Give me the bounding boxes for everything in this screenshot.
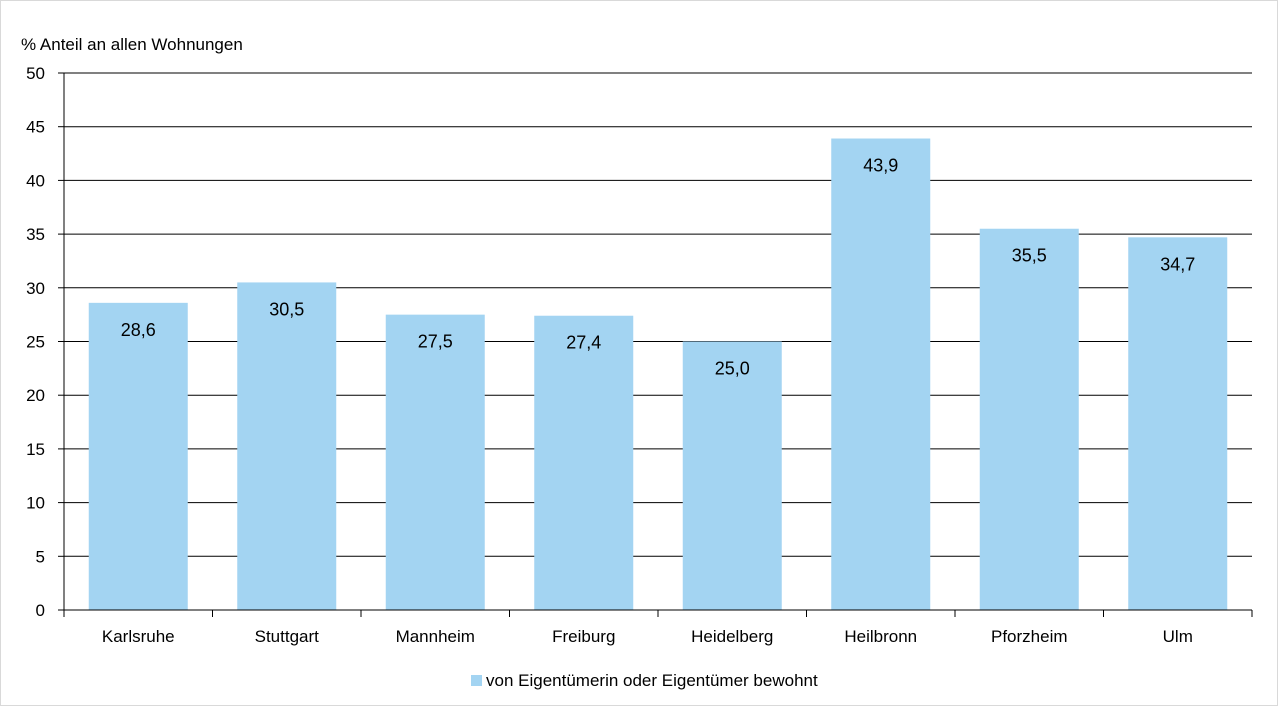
bar: [237, 282, 337, 610]
y-tick-label: 15: [26, 440, 45, 459]
bar: [385, 314, 485, 610]
x-tick-label: Stuttgart: [255, 627, 320, 646]
bar: [831, 138, 931, 610]
bars: [88, 138, 1228, 611]
y-tick-label: 50: [26, 64, 45, 83]
legend: von Eigentümerin oder Eigentümer bewohnt: [471, 671, 818, 690]
bar: [88, 302, 188, 610]
y-tick-label: 30: [26, 279, 45, 298]
x-tick-label: Heilbronn: [844, 627, 917, 646]
x-tick-label: Ulm: [1163, 627, 1193, 646]
data-label: 27,4: [566, 333, 601, 353]
data-label: 25,0: [715, 359, 750, 379]
x-tick-label: Pforzheim: [991, 627, 1068, 646]
data-label: 35,5: [1012, 246, 1047, 266]
y-tick-label: 5: [36, 547, 45, 566]
data-label: 43,9: [863, 156, 898, 176]
data-label: 34,7: [1160, 254, 1195, 274]
bar: [1128, 237, 1228, 610]
data-label: 28,6: [121, 320, 156, 340]
legend-swatch: [471, 675, 482, 686]
x-tick-label: Heidelberg: [691, 627, 773, 646]
labels: 0 5 10 15 20 25 30 35 40 45 50 28,6 Karlsruhe 30,5 Stu…: [26, 64, 1195, 646]
axes: [58, 72, 1253, 617]
legend-label: von Eigentümerin oder Eigentümer bewohnt: [486, 671, 818, 690]
y-axis-label: % Anteil an allen Wohnungen: [21, 35, 243, 54]
bar: [979, 228, 1079, 611]
y-tick-label: 10: [26, 494, 45, 513]
x-tick-label: Karlsruhe: [102, 627, 175, 646]
bar: [682, 341, 782, 610]
x-tick-label: Freiburg: [552, 627, 615, 646]
y-tick-label: 20: [26, 386, 45, 405]
y-tick-label: 35: [26, 225, 45, 244]
data-label: 27,5: [418, 332, 453, 352]
x-tick-label: Mannheim: [396, 627, 475, 646]
y-tick-label: 25: [26, 333, 45, 352]
y-tick-label: 45: [26, 118, 45, 137]
bar: [534, 315, 634, 610]
data-label: 30,5: [269, 299, 304, 319]
y-tick-label: 0: [36, 601, 45, 620]
y-tick-label: 40: [26, 171, 45, 190]
